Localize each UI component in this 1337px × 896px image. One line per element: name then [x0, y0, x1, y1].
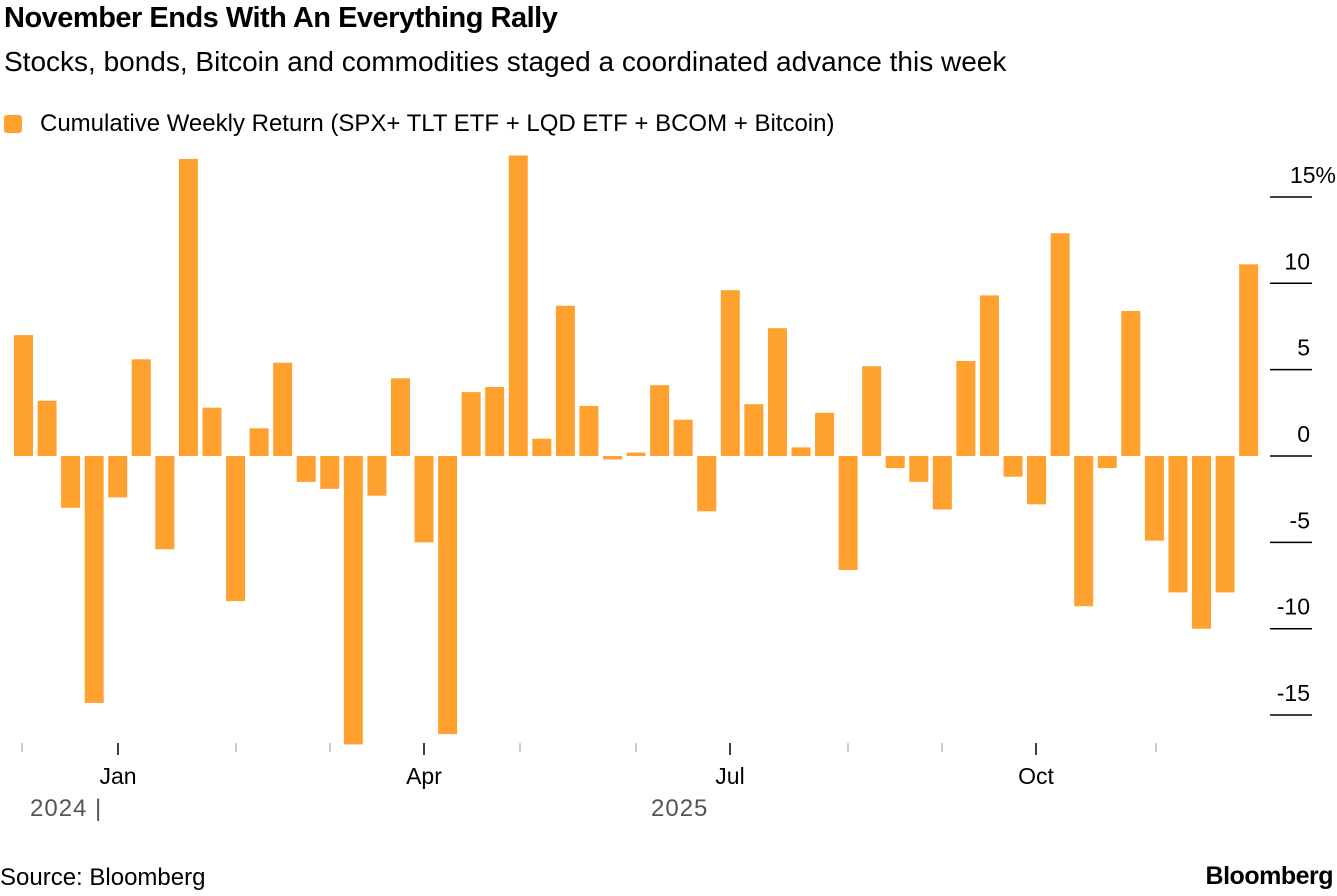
- bar: [108, 456, 128, 498]
- bar: [37, 400, 57, 456]
- bar: [956, 361, 976, 456]
- bar: [626, 452, 646, 456]
- x-year-label: 2024 |: [30, 795, 102, 822]
- y-tick-label: -15: [1277, 680, 1310, 706]
- y-tick-label: 0: [1297, 421, 1310, 447]
- bar: [438, 456, 458, 735]
- bar: [1003, 456, 1023, 477]
- bar: [178, 158, 198, 456]
- legend-swatch: [4, 115, 22, 133]
- y-tick-label: 10: [1284, 248, 1310, 274]
- bar: [131, 359, 151, 456]
- source-note: Source: Bloomberg: [0, 864, 206, 891]
- bar: [14, 335, 33, 456]
- legend: Cumulative Weekly Return (SPX+ TLT ETF +…: [4, 110, 834, 138]
- bar: [1050, 233, 1070, 456]
- bar: [249, 428, 269, 456]
- bar: [650, 385, 670, 456]
- bar: [343, 456, 363, 745]
- y-tick-label: -10: [1277, 594, 1310, 620]
- bar: [508, 155, 528, 456]
- y-tick-label: 5: [1297, 335, 1310, 361]
- bar: [744, 404, 764, 456]
- bar: [485, 386, 505, 456]
- bar: [84, 456, 104, 703]
- bar: [673, 419, 693, 456]
- bar: [155, 456, 175, 550]
- bar: [1121, 310, 1141, 456]
- chart-title: November Ends With An Everything Rally: [4, 2, 558, 34]
- bar: [767, 328, 787, 456]
- x-tick-label: Jan: [99, 763, 136, 789]
- bar: [1168, 456, 1188, 593]
- x-tick-label: Oct: [1018, 763, 1054, 789]
- bar: [61, 456, 81, 508]
- y-tick-label: -5: [1290, 507, 1310, 533]
- bar: [273, 362, 293, 456]
- bar: [885, 456, 905, 469]
- bar: [367, 456, 387, 496]
- bar: [1074, 456, 1094, 607]
- bar: [909, 456, 929, 482]
- bar: [720, 290, 740, 456]
- chart-subtitle: Stocks, bonds, Bitcoin and commodities s…: [4, 46, 1007, 77]
- bar: [226, 456, 246, 602]
- y-tick-label: 15%: [1290, 162, 1336, 188]
- bar: [579, 405, 599, 456]
- bar: [603, 456, 622, 460]
- x-tick-label: Jul: [715, 763, 744, 789]
- bar: [390, 378, 410, 456]
- bar: [1215, 456, 1235, 593]
- bar: [555, 305, 575, 456]
- bar: [202, 407, 222, 456]
- bar: [1192, 456, 1211, 629]
- bloomberg-logo: Bloomberg: [1205, 862, 1334, 890]
- bar: [932, 456, 952, 510]
- bar: [791, 447, 811, 456]
- bar: [296, 456, 316, 482]
- bar: [1239, 264, 1259, 456]
- bar: [1027, 456, 1047, 505]
- bar: [461, 392, 481, 456]
- x-year-label: 2025: [651, 795, 708, 822]
- bar: [532, 438, 552, 456]
- bar: [838, 456, 858, 570]
- bar: [697, 456, 717, 512]
- bar: [815, 412, 835, 456]
- bar: [320, 456, 340, 489]
- legend-label: Cumulative Weekly Return (SPX+ TLT ETF +…: [40, 110, 835, 137]
- bar: [1097, 456, 1117, 469]
- bar: [862, 366, 882, 456]
- x-tick-label: Apr: [406, 763, 442, 789]
- bar: [1144, 456, 1164, 541]
- bar: [414, 456, 434, 543]
- bar: [979, 295, 999, 456]
